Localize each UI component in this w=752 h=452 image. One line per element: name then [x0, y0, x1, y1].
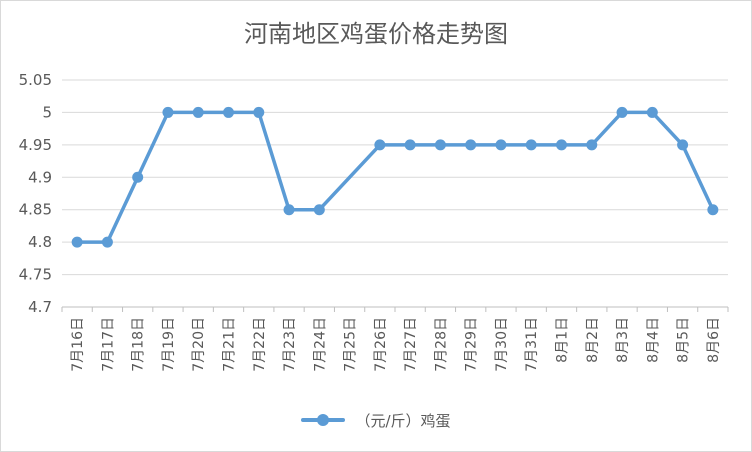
- legend-marker: [301, 412, 346, 428]
- x-tick-label: 7月28日: [433, 317, 449, 372]
- x-tick-label: 8月6日: [706, 317, 722, 363]
- data-point: [525, 139, 537, 151]
- data-point: [132, 171, 144, 183]
- x-axis-ticks: 7月16日 7月17日 7月18日 7月19日 7月20日 7月21日 7月22日 7月23日…: [61, 307, 729, 372]
- chart-title: 河南地区鸡蛋价格走势图: [244, 20, 508, 48]
- x-tick-label: 8月3日: [615, 317, 631, 363]
- x-tick-label: 7月20日: [191, 317, 207, 372]
- x-tick-label: 7月25日: [343, 317, 359, 372]
- data-point: [616, 106, 628, 118]
- x-tick-label: 7月19日: [161, 317, 177, 372]
- data-point: [495, 139, 507, 151]
- data-point: [677, 139, 689, 151]
- x-tick-label: 7月24日: [312, 317, 328, 372]
- data-point: [283, 204, 295, 216]
- data-point: [374, 139, 386, 151]
- x-tick-label: 7月26日: [373, 317, 389, 372]
- y-tick-label: 4.75: [19, 266, 52, 284]
- data-point: [465, 139, 477, 151]
- x-tick-label: 7月22日: [252, 317, 268, 372]
- x-tick-label: 7月30日: [494, 317, 510, 372]
- x-tick-label: 7月16日: [70, 317, 86, 372]
- data-point: [192, 106, 204, 118]
- data-point: [586, 139, 598, 151]
- data-point: [646, 106, 658, 118]
- x-tick-label: 8月4日: [645, 317, 661, 363]
- y-tick-label: 4.9: [28, 168, 52, 186]
- data-point: [71, 236, 83, 248]
- x-tick-label: 7月31日: [524, 317, 540, 372]
- data-point: [707, 204, 719, 216]
- y-tick-label: 4.85: [19, 201, 52, 219]
- y-tick-label: 4.8: [28, 233, 52, 251]
- x-tick-label: 7月21日: [222, 317, 238, 372]
- series: [71, 106, 719, 248]
- y-tick-label: 5: [42, 103, 52, 121]
- data-point: [404, 139, 416, 151]
- y-tick-label: 4.95: [19, 136, 52, 154]
- data-point: [313, 204, 325, 216]
- legend: （元/斤）鸡蛋: [0, 408, 752, 432]
- data-point: [101, 236, 113, 248]
- data-point: [434, 139, 446, 151]
- x-tick-label: 8月2日: [585, 317, 601, 363]
- x-tick-label: 7月27日: [403, 317, 419, 372]
- y-tick-label: 5.05: [19, 71, 52, 89]
- x-tick-label: 8月1日: [555, 317, 571, 363]
- data-point: [253, 106, 265, 118]
- x-tick-label: 7月23日: [282, 317, 298, 372]
- data-point: [223, 106, 234, 118]
- data-point: [556, 139, 567, 151]
- y-tick-label: 4.7: [28, 298, 52, 316]
- x-tick-label: 7月17日: [100, 317, 116, 372]
- legend-label: （元/斤）鸡蛋: [355, 411, 451, 430]
- x-tick-label: 7月29日: [464, 317, 480, 372]
- data-point: [162, 106, 174, 118]
- y-axis-ticks: 4.7 4.75 4.8 4.85 4.9 4.95 5 5.05: [19, 71, 52, 316]
- x-tick-label: 8月5日: [676, 317, 692, 363]
- x-tick-label: 7月18日: [131, 317, 147, 372]
